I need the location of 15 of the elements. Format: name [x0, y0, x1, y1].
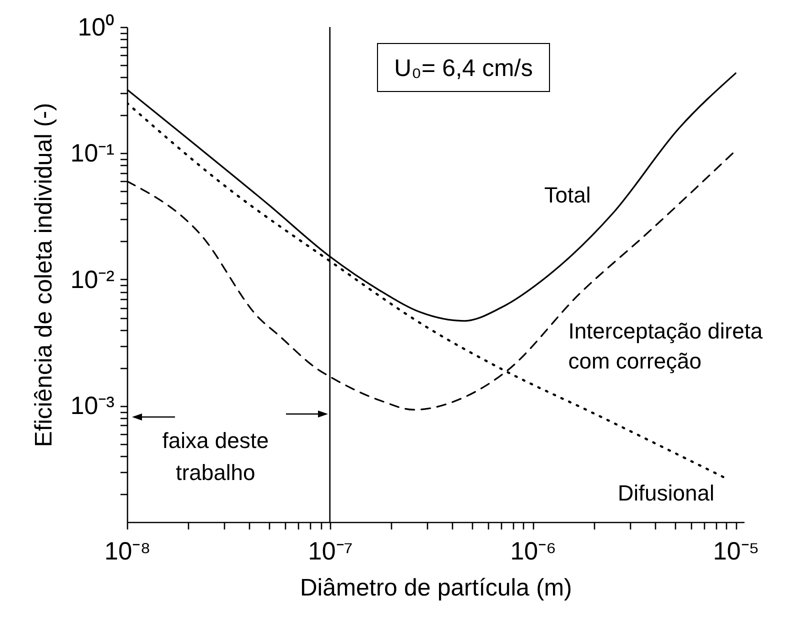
series-label: Total — [544, 182, 591, 208]
series-label: Interceptação direta com correção — [568, 318, 764, 374]
y-tick-label: 10⁻² — [70, 266, 114, 294]
x-tick-label: 10⁻⁵ — [713, 538, 760, 566]
y-tick-label: 10⁻³ — [70, 392, 114, 420]
y-axis-title: Eficiência de coleta individual (-) — [30, 102, 58, 448]
y-tick-label: 10⁻¹ — [70, 140, 114, 168]
x-tick-label: 10⁻⁷ — [308, 538, 353, 566]
annotation: U₀= 6,4 cm/s — [377, 43, 550, 92]
x-axis-title: Diâmetro de partícula (m) — [300, 574, 572, 602]
annotation: faixa deste trabalho — [161, 427, 270, 487]
y-tick-label: 10⁰ — [78, 14, 114, 42]
series-label: Difusional — [618, 480, 714, 506]
x-tick-label: 10⁻⁶ — [510, 538, 556, 566]
x-tick-label: 10⁻⁸ — [104, 538, 151, 566]
